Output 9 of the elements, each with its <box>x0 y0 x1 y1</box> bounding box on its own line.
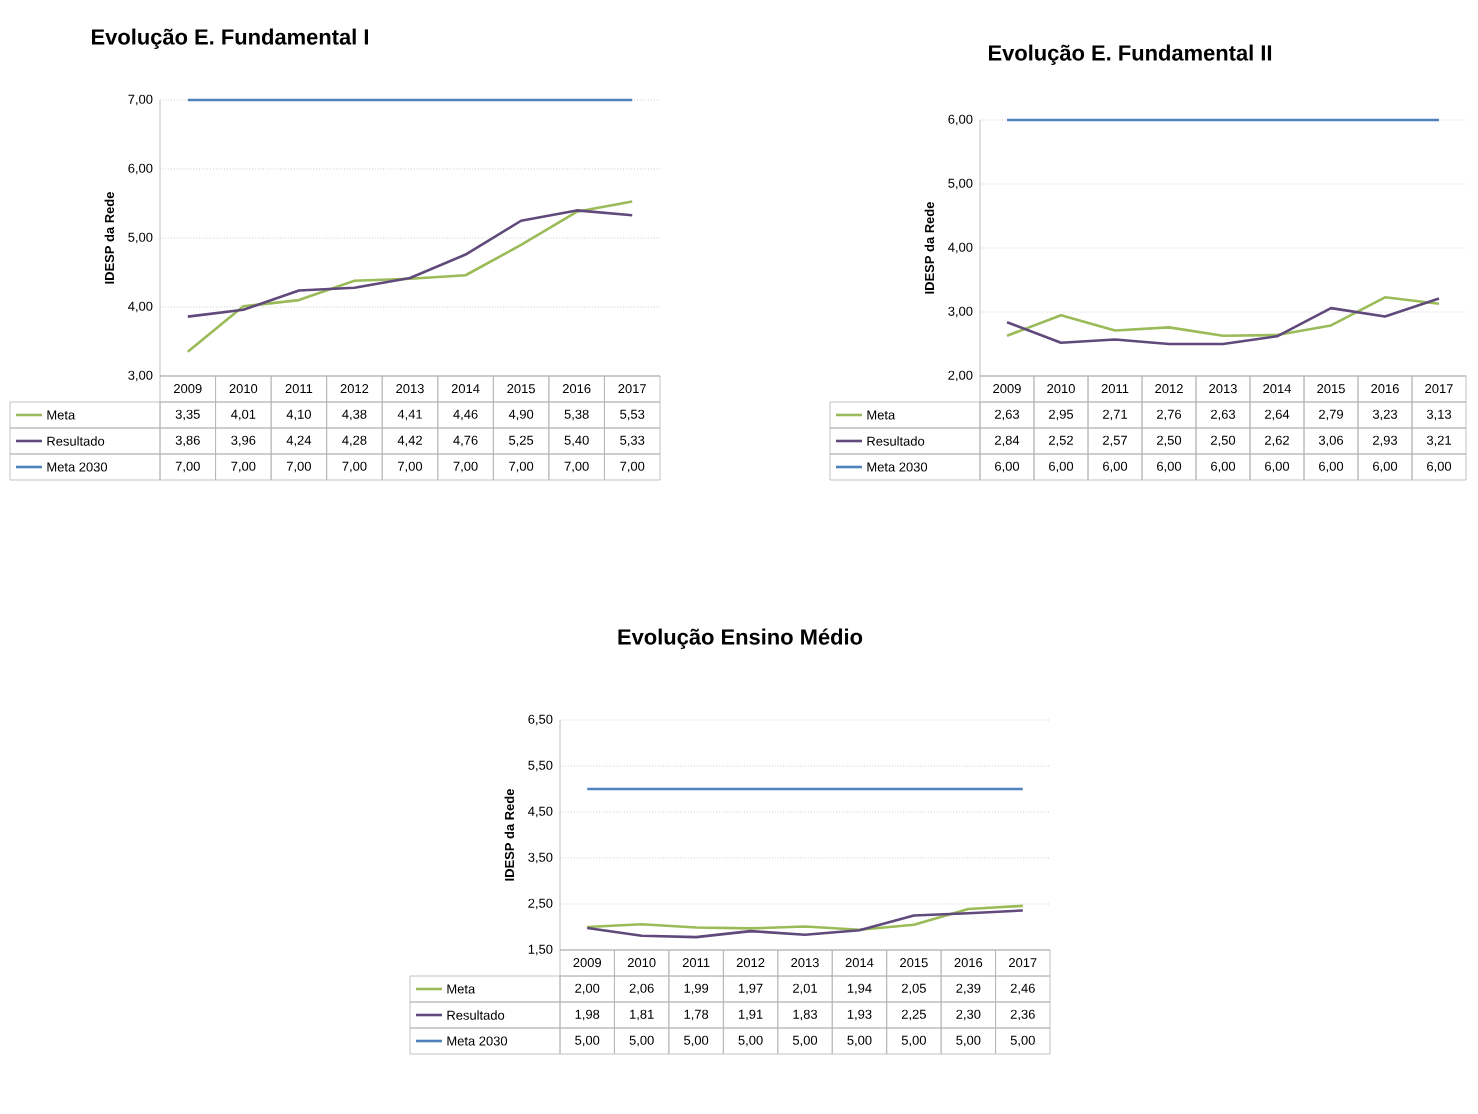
chart-title: Evolução Ensino Médio <box>618 628 863 649</box>
line-series <box>585 904 1025 932</box>
line-series <box>186 209 634 318</box>
line-series <box>186 200 634 354</box>
line-series <box>585 909 1025 939</box>
chart-title: Evolução E. Fundamental II <box>988 44 1272 65</box>
line-series <box>1005 295 1441 337</box>
chart-title: Evolução E. Fundamental I <box>92 28 368 49</box>
line-series <box>1005 297 1441 346</box>
